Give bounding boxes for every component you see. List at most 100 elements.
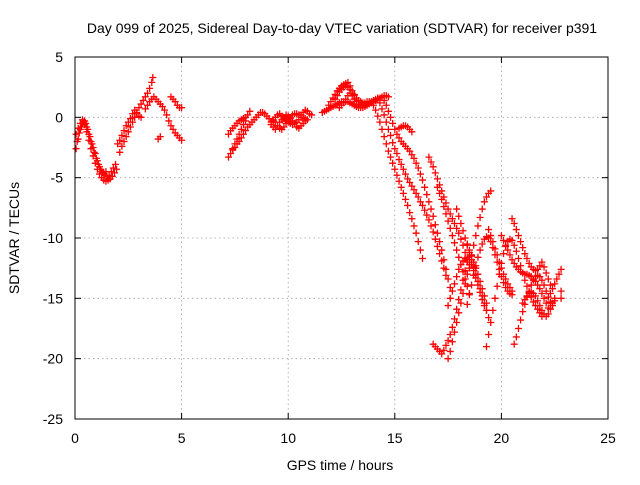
data-point xyxy=(508,256,516,264)
data-point xyxy=(453,205,461,213)
data-point xyxy=(450,239,458,247)
data-point xyxy=(143,101,151,109)
data-point xyxy=(519,299,527,307)
data-point xyxy=(512,247,520,255)
data-point xyxy=(74,124,82,132)
data-point xyxy=(455,212,463,220)
data-point xyxy=(282,119,290,127)
data-point xyxy=(378,125,386,133)
data-point xyxy=(126,123,134,131)
series-arc-20 xyxy=(374,94,450,279)
data-point xyxy=(246,107,254,115)
data-point xyxy=(112,160,120,168)
data-point xyxy=(384,93,392,101)
data-point xyxy=(72,145,80,153)
data-point xyxy=(178,136,186,144)
data-point xyxy=(229,145,237,153)
data-point xyxy=(446,224,454,232)
data-point xyxy=(141,105,149,113)
data-point xyxy=(476,213,484,221)
data-point xyxy=(478,240,486,248)
data-point xyxy=(459,227,467,235)
y-tick-label: 5 xyxy=(55,49,63,65)
data-point xyxy=(544,293,552,301)
data-point xyxy=(525,259,533,267)
data-point xyxy=(102,168,110,176)
data-point xyxy=(472,232,480,240)
data-point xyxy=(139,96,147,104)
data-point xyxy=(442,271,450,279)
data-point xyxy=(433,183,441,191)
data-point xyxy=(406,178,414,186)
series-arc-4 xyxy=(116,74,157,156)
data-point xyxy=(521,296,529,304)
data-point xyxy=(81,117,89,125)
series-arc-35 xyxy=(508,215,554,289)
data-point xyxy=(478,296,486,304)
data-point xyxy=(457,299,465,307)
data-point xyxy=(538,276,546,284)
data-point xyxy=(463,300,471,308)
data-point xyxy=(165,117,173,125)
data-point xyxy=(493,251,501,259)
data-point xyxy=(455,253,463,261)
data-point xyxy=(444,302,452,310)
data-point xyxy=(419,255,427,263)
data-point xyxy=(551,280,559,288)
data-point xyxy=(536,273,544,281)
data-point xyxy=(502,275,510,283)
data-point xyxy=(116,148,124,156)
data-point xyxy=(425,216,433,224)
x-axis-label: GPS time / hours xyxy=(287,457,394,473)
data-point xyxy=(410,186,418,194)
data-point xyxy=(116,136,124,144)
data-point xyxy=(308,111,316,119)
data-point xyxy=(433,242,441,250)
data-point xyxy=(538,306,546,314)
data-point xyxy=(448,287,456,295)
data-point xyxy=(465,246,473,254)
data-point xyxy=(414,164,422,172)
data-point xyxy=(440,203,448,211)
data-point xyxy=(450,280,458,288)
data-point xyxy=(389,159,397,167)
data-point xyxy=(378,105,386,113)
data-point xyxy=(429,212,437,220)
data-point xyxy=(523,282,531,290)
data-point xyxy=(536,285,544,293)
data-point xyxy=(450,328,458,336)
data-point xyxy=(491,245,499,253)
data-point xyxy=(163,111,171,119)
data-point xyxy=(514,255,522,263)
data-point xyxy=(485,314,493,322)
data-series xyxy=(72,74,565,363)
data-point xyxy=(517,238,525,246)
data-point xyxy=(478,285,486,293)
data-point xyxy=(380,111,388,119)
data-point xyxy=(540,263,548,271)
data-point xyxy=(109,164,117,172)
data-point xyxy=(478,205,486,213)
data-point xyxy=(387,113,395,121)
data-point xyxy=(382,140,390,148)
data-point xyxy=(536,262,544,270)
data-point xyxy=(429,163,437,171)
data-point xyxy=(457,286,465,294)
data-point xyxy=(382,118,390,126)
data-point xyxy=(414,193,422,201)
data-point xyxy=(480,292,488,300)
data-point xyxy=(431,169,439,177)
data-point xyxy=(534,297,542,305)
series-arc-13 xyxy=(271,111,311,133)
data-point xyxy=(131,113,139,121)
data-point xyxy=(540,294,548,302)
data-point xyxy=(114,140,122,148)
data-point xyxy=(442,199,450,207)
data-point xyxy=(521,250,529,258)
data-point xyxy=(510,220,518,228)
data-point xyxy=(395,177,403,185)
data-point xyxy=(110,169,118,177)
data-point xyxy=(538,258,546,266)
data-point xyxy=(141,93,149,101)
